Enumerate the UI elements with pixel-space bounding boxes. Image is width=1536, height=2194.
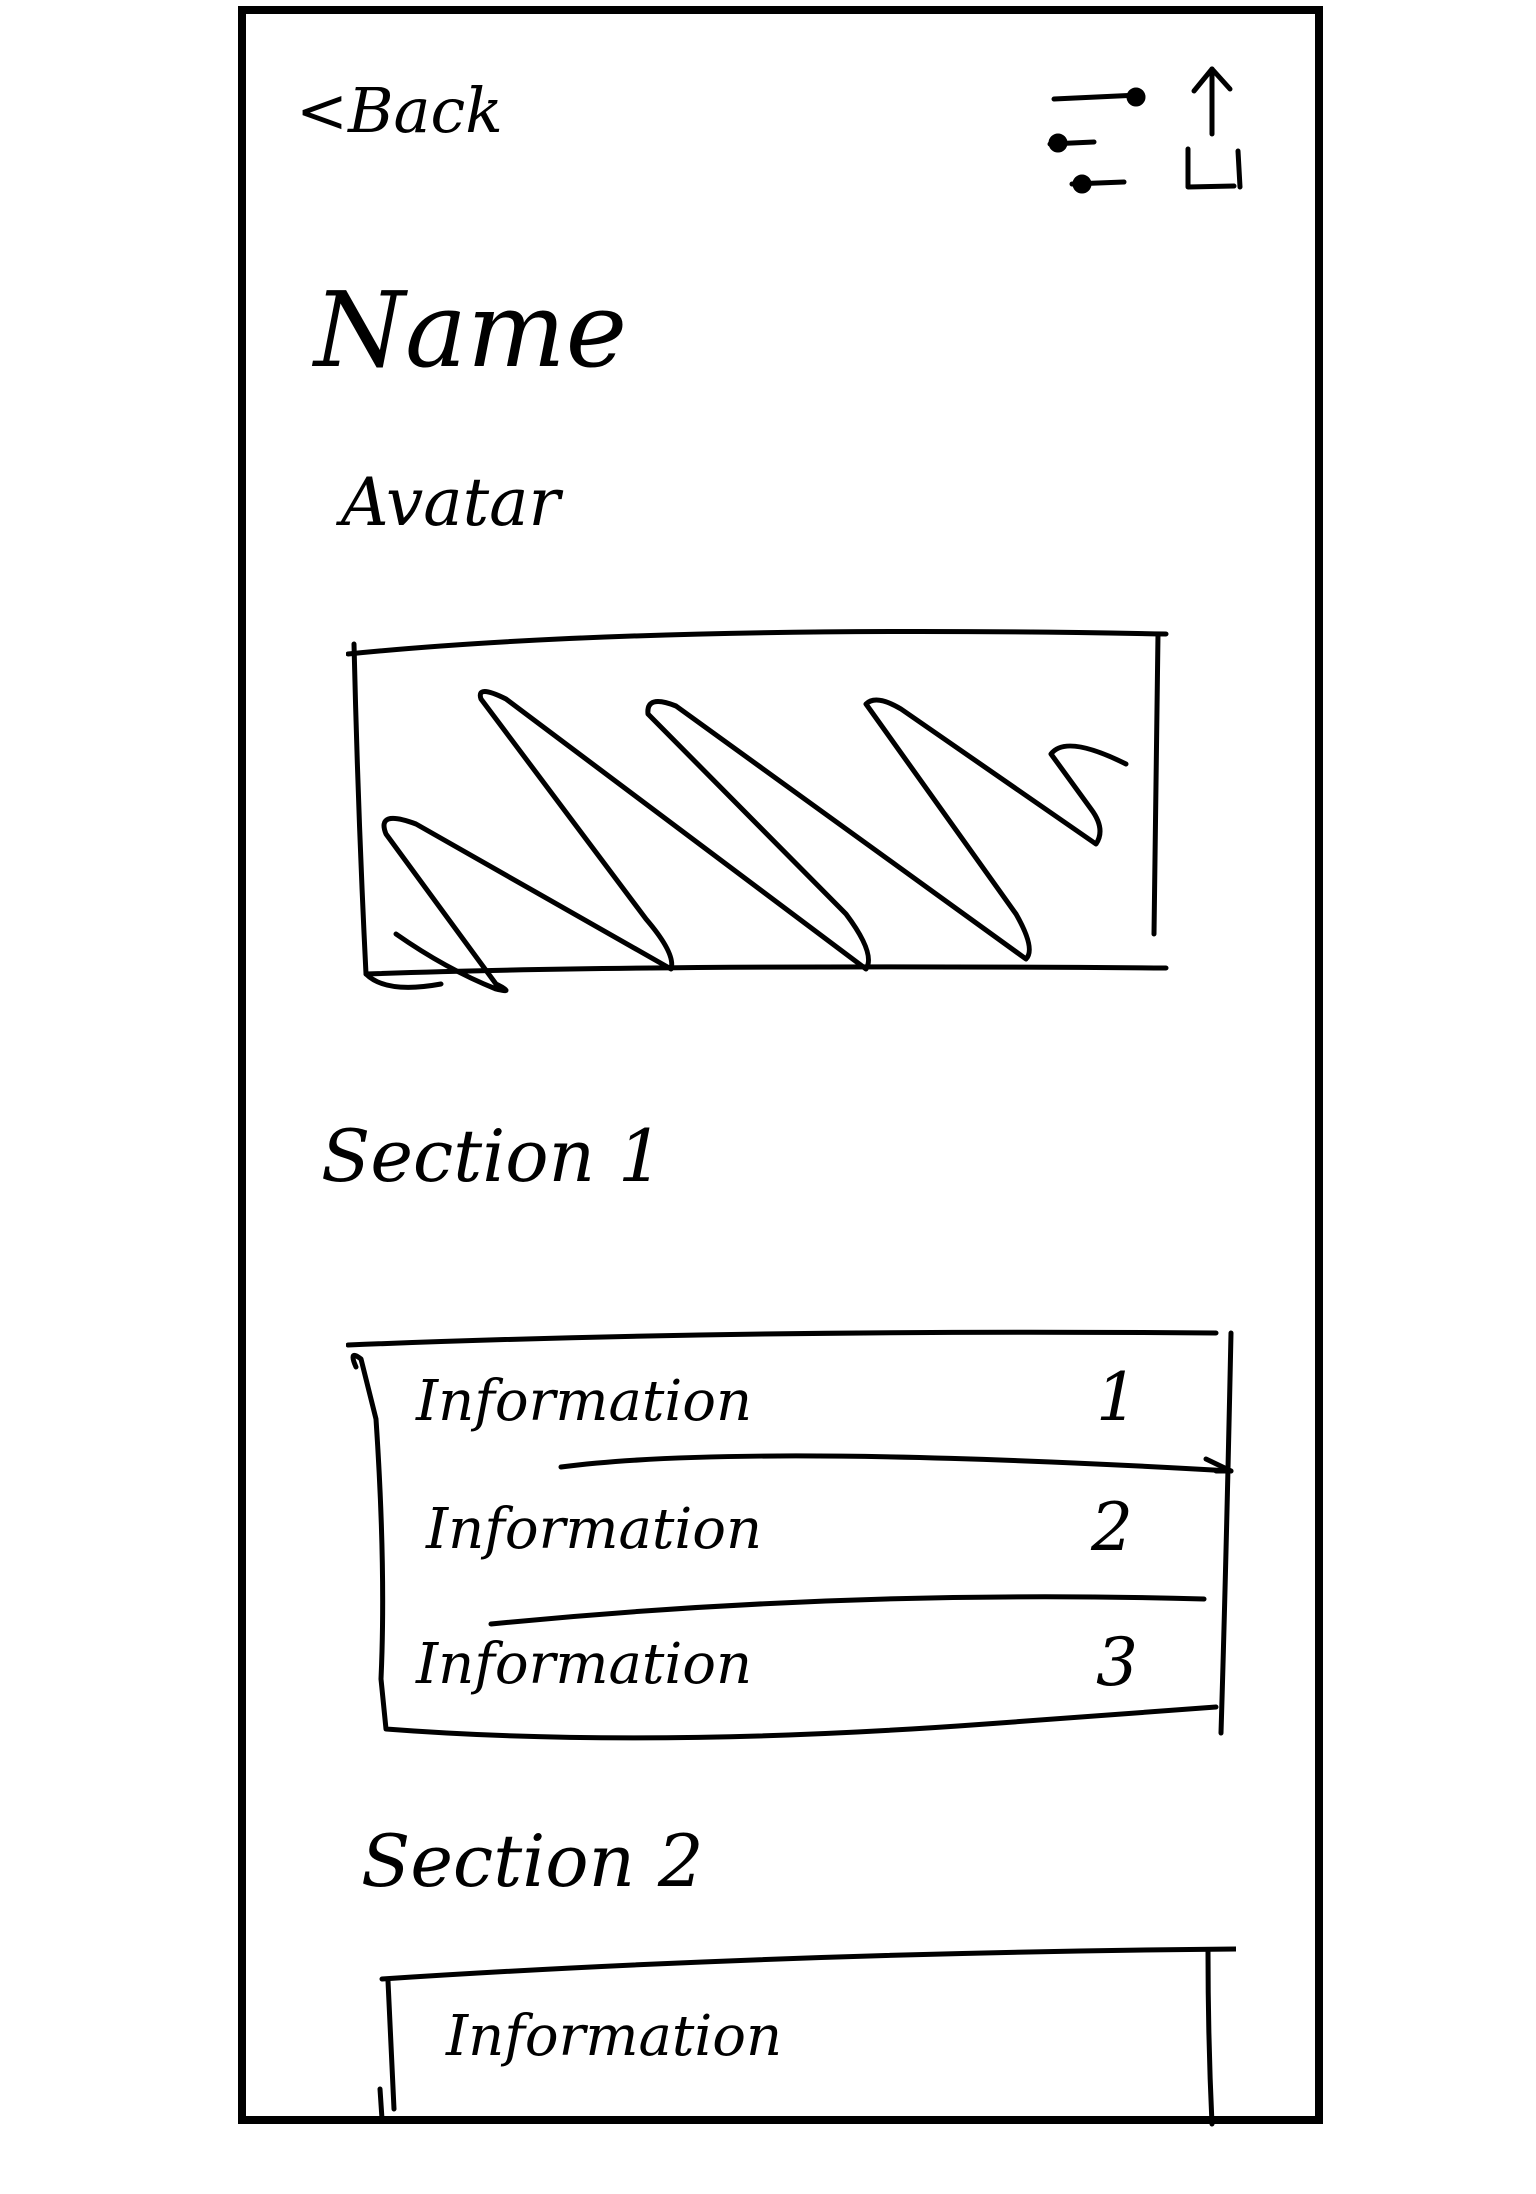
list-item-label: Information (416, 1369, 753, 1434)
page-title: Name (314, 269, 628, 391)
list-item-label: Information (416, 1632, 753, 1697)
avatar-label: Avatar (341, 464, 561, 541)
section-2-list: Information (376, 1939, 1236, 2129)
list-item[interactable]: Information (416, 1979, 1196, 2109)
section-1-list: Information 1 Information 2 Information … (346, 1319, 1236, 1759)
sliders-icon[interactable] (1044, 69, 1154, 199)
list-item[interactable]: Information 1 (386, 1349, 1206, 1469)
list-item-label: Information (446, 2004, 783, 2069)
list-item-value: 1 (1096, 1359, 1138, 1436)
list-item-value: 2 (1091, 1489, 1133, 1566)
section-2-title: Section 2 (361, 1819, 704, 1903)
list-item-label: Information (426, 1497, 763, 1562)
list-item[interactable]: Information 3 (386, 1614, 1206, 1744)
share-icon[interactable] (1174, 59, 1254, 199)
list-item[interactable]: Information 2 (386, 1479, 1206, 1599)
section-1-title: Section 1 (321, 1114, 664, 1198)
avatar-image[interactable] (345, 614, 1176, 1014)
back-button[interactable]: <Back (296, 74, 503, 147)
phone-frame: <Back Name Avatar Section (238, 6, 1323, 2127)
list-item-value: 3 (1096, 1624, 1138, 1701)
